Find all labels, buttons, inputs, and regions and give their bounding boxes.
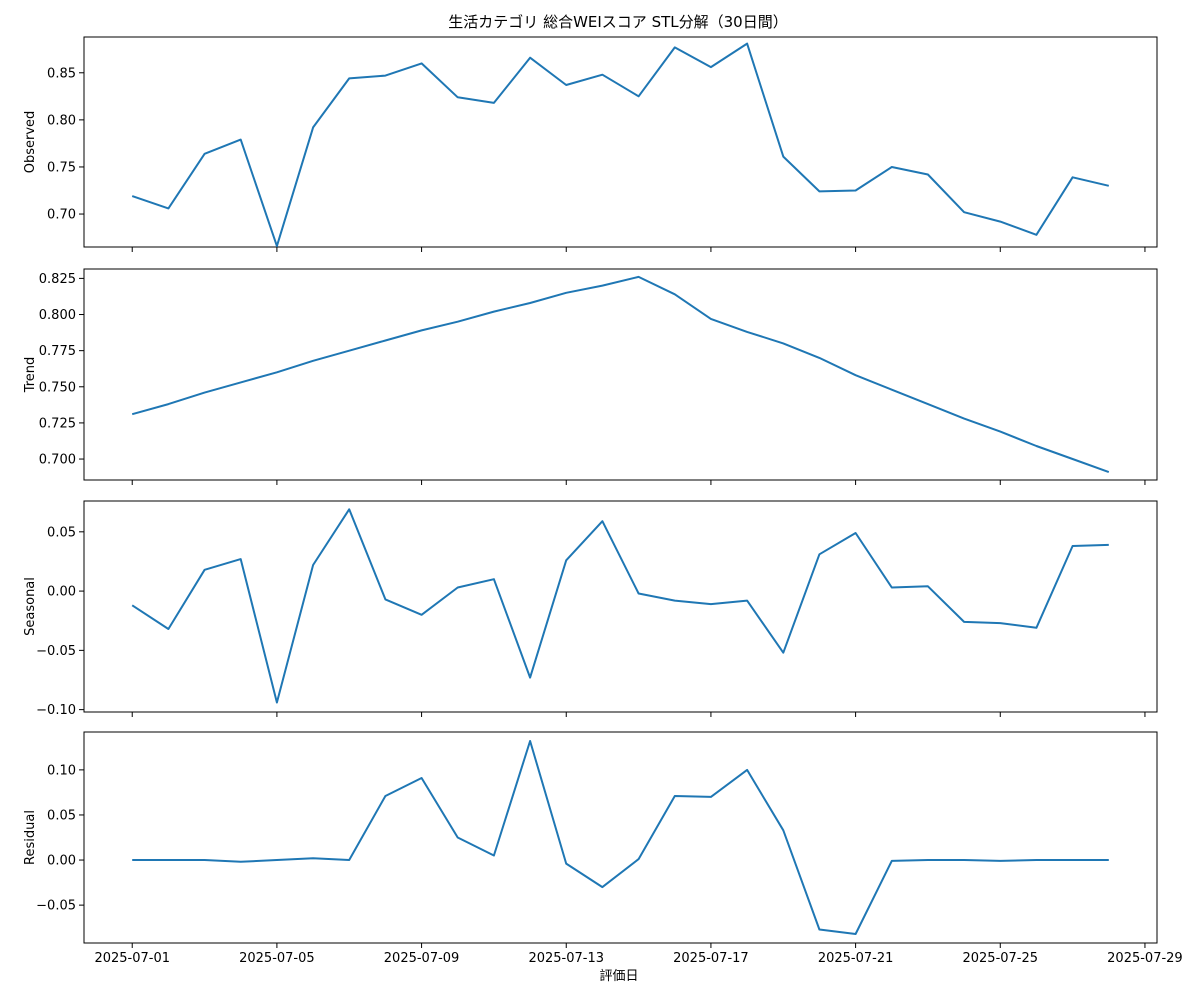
y-tick-label: 0.70 — [47, 208, 76, 223]
y-tick-label: 0.775 — [39, 344, 76, 359]
y-tick-label: 0.05 — [47, 808, 76, 823]
axes-frame — [83, 731, 1158, 944]
x-tick-label: 2025-07-05 — [239, 951, 315, 966]
y-axis-label: Observed — [23, 111, 38, 174]
y-tick-label: 0.10 — [47, 763, 76, 778]
axes-frame — [83, 268, 1158, 481]
x-tick-label: 2025-07-13 — [528, 951, 604, 966]
panels: 0.700.750.800.85Observed0.7000.7250.7500… — [23, 36, 1183, 966]
x-tick-label: 2025-07-01 — [94, 951, 170, 966]
y-tick-label: −0.05 — [36, 644, 76, 659]
y-axis-label: Trend — [23, 357, 38, 394]
y-tick-label: 0.00 — [47, 585, 76, 600]
series-line-trend — [131, 275, 1110, 474]
panel-seasonal: −0.10 −0.05 0.00 0.05 Seasonal — [23, 500, 1158, 718]
panel-trend: 0.700 0.725 0.750 0.775 0.800 0.825 Trend — [23, 268, 1158, 485]
panel-observed: 0.70 0.75 0.80 0.85 Observed — [23, 36, 1158, 252]
x-tick-label: 2025-07-29 — [1107, 951, 1183, 966]
y-tick-label: 0.05 — [47, 525, 76, 540]
y-tick-label: 0.80 — [47, 113, 76, 128]
x-tick-label: 2025-07-09 — [384, 951, 460, 966]
series-line-seasonal — [131, 508, 1109, 704]
y-tick-label: 0.800 — [39, 308, 76, 323]
series-line-residual — [132, 740, 1109, 935]
axes-frame — [83, 500, 1158, 713]
x-tick-label: 2025-07-17 — [673, 951, 749, 966]
y-tick-label: 0.750 — [39, 380, 76, 395]
series-line-observed — [131, 42, 1110, 248]
y-tick-label: 0.85 — [47, 66, 76, 81]
axes-frame — [83, 36, 1158, 248]
y-tick-label: 0.825 — [39, 272, 76, 287]
y-axis-label: Residual — [23, 810, 38, 865]
y-tick-label: 0.00 — [47, 854, 76, 869]
y-tick-label: −0.05 — [36, 899, 76, 914]
x-tick-label: 2025-07-21 — [818, 951, 894, 966]
y-tick-label: 0.75 — [47, 160, 76, 175]
x-tick-label: 2025-07-25 — [962, 951, 1038, 966]
chart-title: 生活カテゴリ 総合WEIスコア STL分解（30日間） — [448, 13, 787, 31]
y-axis-label: Seasonal — [23, 577, 38, 636]
x-axis-label: 評価日 — [599, 969, 638, 984]
panel-residual: −0.05 0.00 0.05 0.10 2025-07-01 2025-07-05 202… — [23, 731, 1183, 966]
y-tick-label: 0.725 — [39, 416, 76, 431]
y-tick-label: −0.10 — [36, 703, 76, 718]
y-tick-label: 0.700 — [39, 453, 76, 468]
